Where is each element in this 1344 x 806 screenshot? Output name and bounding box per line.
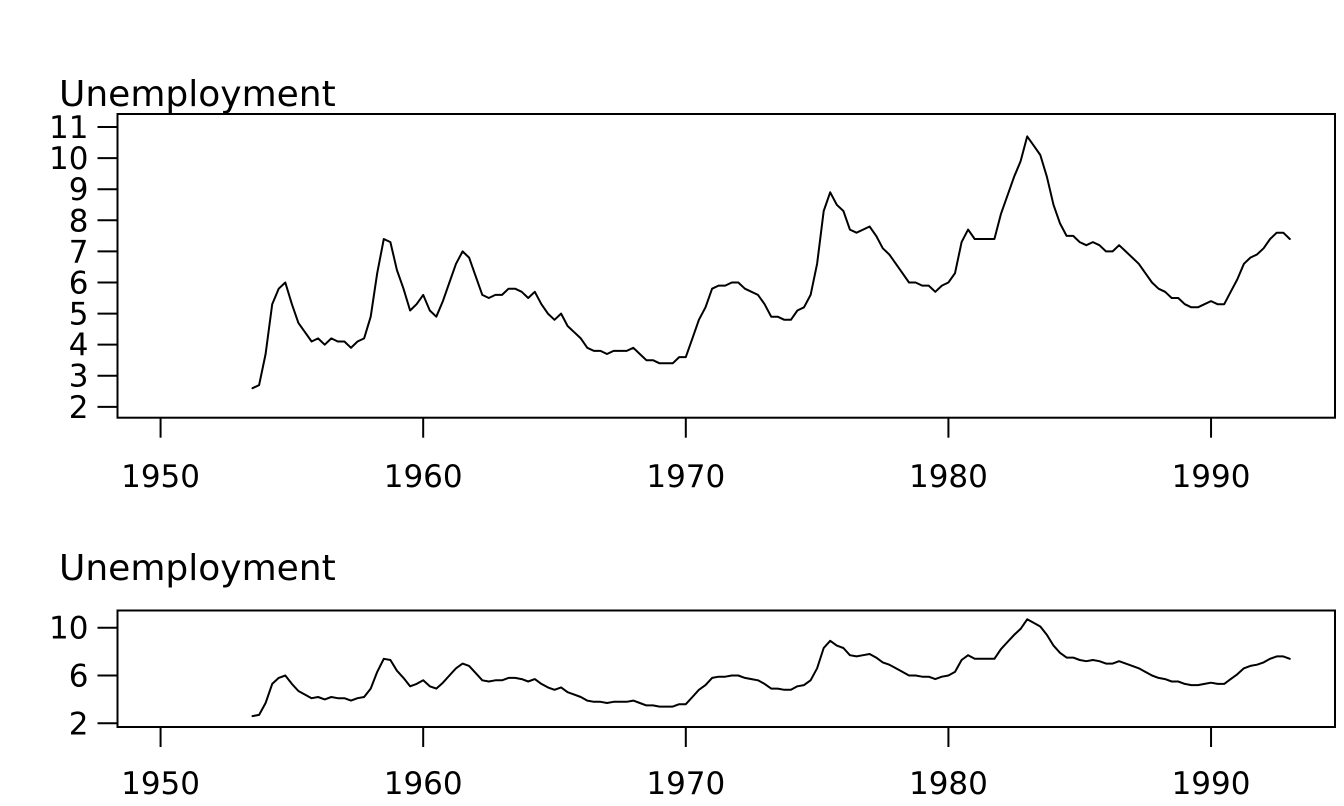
- panel-1-y-tick-label: 2: [69, 390, 89, 426]
- panel-1-x-tick-label: 1980: [909, 459, 988, 495]
- panel-1-y-tick-label: 8: [69, 203, 89, 239]
- panel-2-y-tick-label: 2: [69, 706, 89, 742]
- panel-2: Unemployment 2 6 10 1950 1960 1970 1980 1990: [49, 548, 1336, 802]
- panel-1-title: Unemployment: [59, 74, 336, 115]
- panel-1-y-tick-label: 10: [49, 141, 88, 177]
- panel-1-x-tick-label: 1990: [1172, 459, 1251, 495]
- panel-2-x-tick-label: 1960: [384, 766, 463, 802]
- panel-1-y-tick-label: 3: [69, 359, 89, 395]
- panel-1-plot-box: [116, 113, 1336, 419]
- panel-1-y-tick-label: 4: [69, 328, 89, 364]
- panel-1-y-tick-label: 9: [69, 172, 89, 208]
- panel-2-x-tick-label: 1980: [909, 766, 988, 802]
- panel-2-title: Unemployment: [59, 548, 336, 589]
- panel-1-y-tick-label: 5: [69, 297, 89, 333]
- panel-2-x-tick-label: 1990: [1172, 766, 1251, 802]
- panel-1-series-line: [251, 135, 1291, 390]
- panel-1-x-tick-label: 1970: [646, 459, 725, 495]
- panel-1-x-tick-label: 1960: [384, 459, 463, 495]
- panel-2-series-line: [251, 618, 1291, 718]
- panel-1-y-tick-label: 6: [69, 265, 89, 301]
- panel-2-y-tick-label: 6: [69, 659, 89, 695]
- panel-1-y-tick-label: 7: [69, 234, 89, 270]
- panel-1-y-tick-label: 11: [49, 110, 88, 146]
- panel-2-plot-box: [116, 609, 1336, 728]
- panel-2-y-tick-label: 10: [49, 611, 88, 647]
- panel-2-x-tick-label: 1950: [121, 766, 200, 802]
- panel-2-x-tick-label: 1970: [646, 766, 725, 802]
- panel-1-x-tick-label: 1950: [121, 459, 200, 495]
